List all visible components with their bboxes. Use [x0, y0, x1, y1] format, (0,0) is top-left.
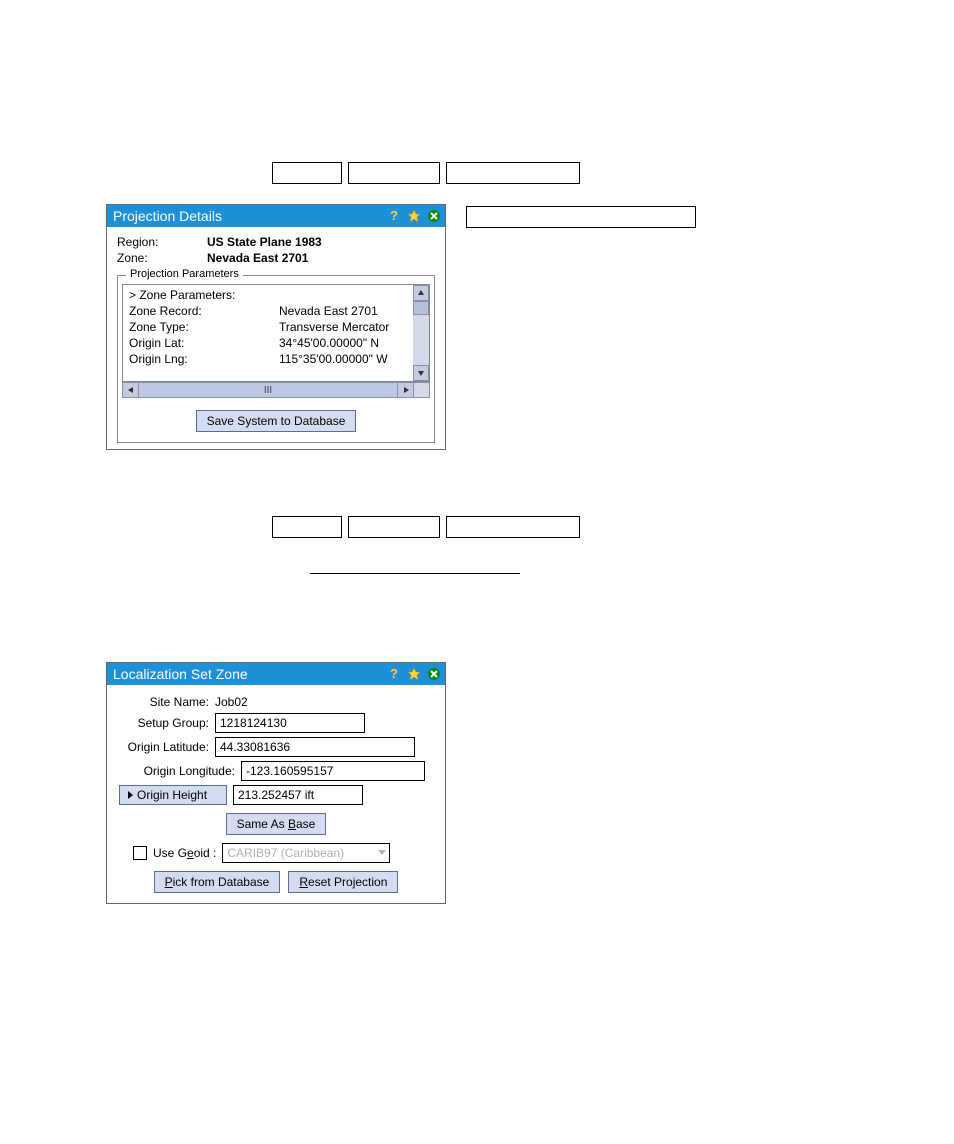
setup-group-label: Setup Group:	[115, 716, 215, 730]
placeholder-btn[interactable]	[272, 516, 342, 538]
list-item[interactable]: Zone Record:Nevada East 2701	[129, 303, 423, 319]
region-value: US State Plane 1983	[207, 235, 322, 249]
save-system-button[interactable]: Save System to Database	[196, 410, 357, 432]
param-value: Transverse Mercator	[279, 319, 389, 335]
scroll-corner	[413, 383, 429, 397]
star-icon[interactable]	[407, 209, 421, 223]
window-title: Projection Details	[113, 208, 222, 224]
setup-group-input[interactable]	[215, 713, 365, 733]
origin-lng-input[interactable]	[241, 761, 425, 781]
zone-value: Nevada East 2701	[207, 251, 308, 265]
chevron-down-icon[interactable]	[376, 846, 388, 861]
param-key: Origin Lat:	[129, 335, 279, 351]
projection-details-window: Projection Details ? Region: US State Pl…	[106, 204, 446, 450]
parameters-listbox[interactable]: > Zone Parameters:Zone Record:Nevada Eas…	[122, 284, 430, 382]
origin-lat-label: Origin Latitude:	[115, 740, 215, 754]
placeholder-row-2	[272, 516, 580, 538]
list-item[interactable]: Origin Lat:34°45'00.00000" N	[129, 335, 423, 351]
placeholder-btn[interactable]	[446, 516, 580, 538]
origin-height-button-label: Origin Height	[137, 788, 207, 802]
zone-label: Zone:	[117, 251, 187, 265]
site-name-label: Site Name:	[115, 695, 215, 709]
use-geoid-label: Use Geoid :	[153, 846, 216, 860]
geoid-select[interactable]	[222, 843, 390, 863]
param-key: Zone Record:	[129, 303, 279, 319]
scroll-up-btn[interactable]	[413, 285, 429, 301]
list-item[interactable]: Zone Type:Transverse Mercator	[129, 319, 423, 335]
placeholder-btn[interactable]	[446, 162, 580, 184]
svg-text:?: ?	[390, 209, 398, 223]
placeholder-btn[interactable]	[348, 162, 440, 184]
site-name-value: Job02	[215, 695, 248, 709]
scroll-right-btn[interactable]	[397, 383, 413, 397]
localization-set-zone-window: Localization Set Zone ? Site Name: Job02…	[106, 662, 446, 904]
horizontal-scrollbar[interactable]: III	[122, 382, 430, 398]
help-icon[interactable]: ?	[387, 667, 401, 681]
scroll-grip[interactable]: III	[264, 385, 272, 396]
scroll-down-btn[interactable]	[413, 365, 429, 381]
underline-placeholder	[310, 560, 520, 574]
same-as-base-button[interactable]: Same As Base	[226, 813, 327, 835]
param-key: > Zone Parameters:	[129, 287, 279, 303]
placeholder-row-1	[272, 162, 580, 184]
origin-lat-input[interactable]	[215, 737, 415, 757]
reset-projection-button[interactable]: Reset Projection	[288, 871, 398, 893]
origin-height-button[interactable]: Origin Height	[119, 785, 227, 805]
vertical-scrollbar[interactable]	[413, 285, 429, 381]
scroll-thumb[interactable]	[413, 301, 429, 315]
reset-projection-label: Reset Projection	[299, 875, 387, 889]
param-key: Origin Lng:	[129, 351, 279, 367]
param-value: 115°35'00.00000" W	[279, 351, 388, 367]
placeholder-btn[interactable]	[466, 206, 696, 228]
param-value: 34°45'00.00000" N	[279, 335, 379, 351]
origin-height-input[interactable]	[233, 785, 363, 805]
list-item[interactable]: Origin Lng:115°35'00.00000" W	[129, 351, 423, 367]
titlebar: Projection Details ?	[107, 205, 445, 227]
list-item[interactable]: > Zone Parameters:	[129, 287, 423, 303]
pick-from-database-label: Pick from Database	[165, 875, 270, 889]
pick-from-database-button[interactable]: Pick from Database	[154, 871, 281, 893]
same-as-base-label: Same As Base	[237, 817, 316, 831]
region-label: Region:	[117, 235, 187, 249]
close-icon[interactable]	[427, 209, 441, 223]
use-geoid-checkbox[interactable]	[133, 846, 147, 860]
fieldset-label: Projection Parameters	[126, 268, 243, 280]
origin-lng-label: Origin Longitude:	[115, 764, 241, 778]
chevron-right-icon	[128, 791, 133, 799]
placeholder-btn[interactable]	[348, 516, 440, 538]
param-key: Zone Type:	[129, 319, 279, 335]
titlebar: Localization Set Zone ?	[107, 663, 445, 685]
projection-parameters-group: Projection Parameters > Zone Parameters:…	[117, 275, 435, 443]
window-title: Localization Set Zone	[113, 666, 248, 682]
svg-text:?: ?	[390, 667, 398, 681]
help-icon[interactable]: ?	[387, 209, 401, 223]
placeholder-row-1b	[466, 206, 696, 228]
star-icon[interactable]	[407, 667, 421, 681]
placeholder-btn[interactable]	[272, 162, 342, 184]
param-value: Nevada East 2701	[279, 303, 378, 319]
close-icon[interactable]	[427, 667, 441, 681]
scroll-left-btn[interactable]	[123, 383, 139, 397]
